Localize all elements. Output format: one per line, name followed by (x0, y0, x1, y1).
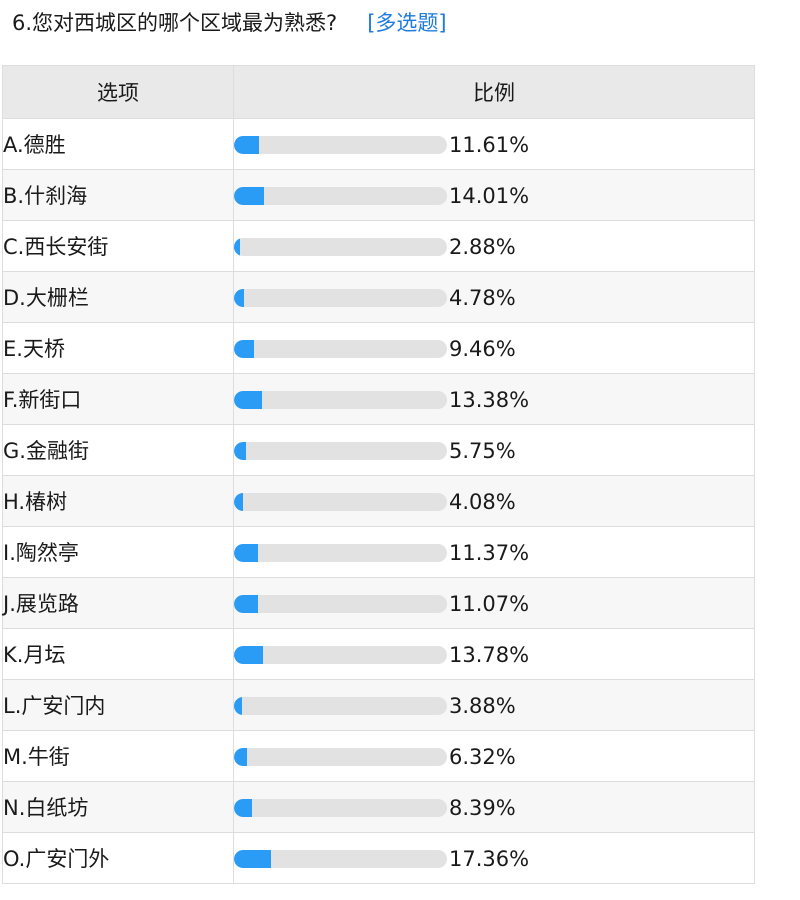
option-label: B.什刹海 (2, 169, 234, 221)
progress-bar-fill (234, 492, 243, 511)
option-label: G.金融街 (2, 424, 234, 476)
option-label: K.月坛 (2, 628, 234, 680)
ratio-cell: 6.32% (233, 730, 755, 782)
option-label: L.广安门内 (2, 679, 234, 731)
ratio-cell: 13.38% (233, 373, 755, 425)
table-row: M.牛街 6.32% (2, 730, 755, 782)
table-row: F.新街口 13.38% (2, 373, 755, 425)
percent-label: 3.88% (449, 693, 516, 718)
result-table: 选项 比例 A.德胜 11.61% B.什刹海 14.01% C.西长安街 2.88% D.… (2, 65, 755, 884)
question-type-label: [多选题] (367, 11, 447, 35)
percent-label: 6.32% (449, 744, 516, 769)
progress-bar (234, 594, 447, 613)
table-row: G.金融街 5.75% (2, 424, 755, 476)
progress-bar-fill (234, 288, 245, 307)
option-label: H.椿树 (2, 475, 234, 527)
percent-label: 9.46% (449, 336, 516, 361)
progress-bar-fill (234, 543, 259, 562)
ratio-cell: 17.36% (233, 832, 755, 884)
progress-bar-fill (234, 645, 264, 664)
progress-bar (234, 747, 447, 766)
progress-bar (234, 135, 447, 154)
progress-bar (234, 543, 447, 562)
table-header-row: 选项 比例 (2, 65, 755, 119)
percent-label: 13.38% (449, 387, 530, 412)
ratio-cell: 14.01% (233, 169, 755, 221)
progress-bar-fill (234, 339, 255, 358)
option-label: N.白纸坊 (2, 781, 234, 833)
ratio-cell: 11.07% (233, 577, 755, 629)
progress-bar (234, 390, 447, 409)
option-label: J.展览路 (2, 577, 234, 629)
ratio-cell: 8.39% (233, 781, 755, 833)
percent-label: 14.01% (449, 183, 530, 208)
progress-bar-fill (234, 696, 243, 715)
percent-label: 4.78% (449, 285, 516, 310)
table-row: J.展览路 11.07% (2, 577, 755, 629)
column-header-ratio: 比例 (233, 65, 755, 119)
progress-bar (234, 849, 447, 868)
percent-label: 11.37% (449, 540, 530, 565)
progress-bar (234, 441, 447, 460)
progress-bar-fill (234, 849, 271, 868)
table-row: L.广安门内 3.88% (2, 679, 755, 731)
option-label: C.西长安街 (2, 220, 234, 272)
percent-label: 2.88% (449, 234, 516, 259)
question-header: 6.您对西城区的哪个区域最为熟悉? [多选题] (12, 8, 447, 38)
table-row: H.椿树 4.08% (2, 475, 755, 527)
progress-bar (234, 288, 447, 307)
ratio-cell: 11.37% (233, 526, 755, 578)
progress-bar-fill (234, 186, 264, 205)
table-row: A.德胜 11.61% (2, 118, 755, 170)
progress-bar-fill (234, 798, 252, 817)
progress-bar (234, 492, 447, 511)
progress-bar-fill (234, 237, 241, 256)
table-row: C.西长安街 2.88% (2, 220, 755, 272)
percent-label: 4.08% (449, 489, 516, 514)
table-row: E.天桥 9.46% (2, 322, 755, 374)
percent-label: 8.39% (449, 795, 516, 820)
option-label: O.广安门外 (2, 832, 234, 884)
table-row: K.月坛 13.78% (2, 628, 755, 680)
question-title: 6.您对西城区的哪个区域最为熟悉? (12, 11, 338, 35)
table-row: B.什刹海 14.01% (2, 169, 755, 221)
option-label: I.陶然亭 (2, 526, 234, 578)
option-label: E.天桥 (2, 322, 234, 374)
option-label: A.德胜 (2, 118, 234, 170)
ratio-cell: 2.88% (233, 220, 755, 272)
table-row: O.广安门外 17.36% (2, 832, 755, 884)
table-row: D.大栅栏 4.78% (2, 271, 755, 323)
progress-bar (234, 237, 447, 256)
percent-label: 13.78% (449, 642, 530, 667)
progress-bar (234, 186, 447, 205)
percent-label: 17.36% (449, 846, 530, 871)
percent-label: 11.07% (449, 591, 530, 616)
table-body: A.德胜 11.61% B.什刹海 14.01% C.西长安街 2.88% D.大栅栏 4.7… (2, 118, 755, 884)
progress-bar (234, 798, 447, 817)
column-header-option: 选项 (2, 65, 234, 119)
ratio-cell: 9.46% (233, 322, 755, 374)
option-label: F.新街口 (2, 373, 234, 425)
percent-label: 5.75% (449, 438, 516, 463)
option-label: M.牛街 (2, 730, 234, 782)
ratio-cell: 11.61% (233, 118, 755, 170)
progress-bar-fill (234, 390, 263, 409)
ratio-cell: 13.78% (233, 628, 755, 680)
progress-bar-fill (234, 135, 259, 154)
progress-bar-fill (234, 594, 258, 613)
progress-bar (234, 339, 447, 358)
ratio-cell: 5.75% (233, 424, 755, 476)
progress-bar (234, 696, 447, 715)
table-row: N.白纸坊 8.39% (2, 781, 755, 833)
ratio-cell: 3.88% (233, 679, 755, 731)
ratio-cell: 4.08% (233, 475, 755, 527)
table-row: I.陶然亭 11.37% (2, 526, 755, 578)
progress-bar-fill (234, 441, 247, 460)
progress-bar-fill (234, 747, 248, 766)
ratio-cell: 4.78% (233, 271, 755, 323)
option-label: D.大栅栏 (2, 271, 234, 323)
percent-label: 11.61% (449, 132, 530, 157)
progress-bar (234, 645, 447, 664)
